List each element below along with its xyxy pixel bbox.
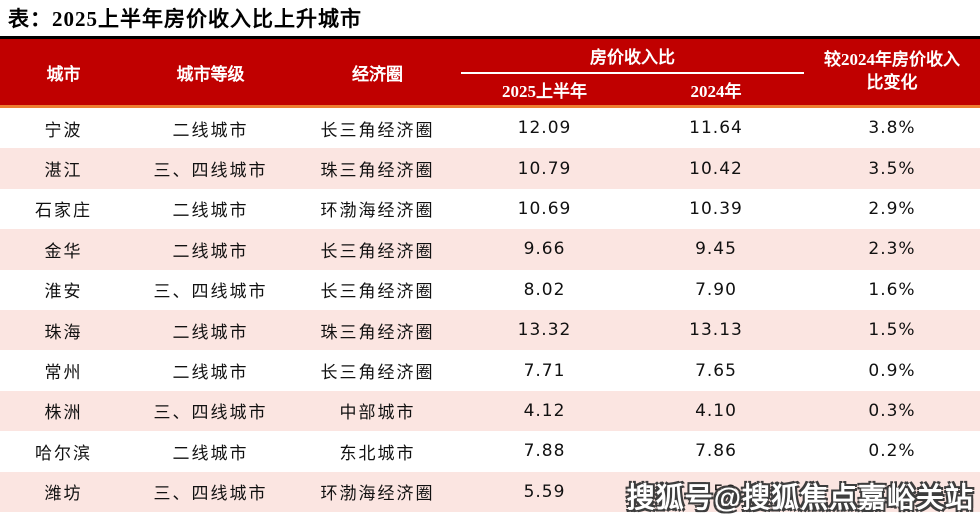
- cell-tier: 三、四线城市: [153, 282, 268, 302]
- cell-ratio-2025h1: 8.02: [523, 279, 566, 300]
- cell-change: 0.2%: [868, 441, 916, 462]
- cell-change: 1.6%: [868, 279, 916, 300]
- cell-circle: 东北城市: [339, 443, 416, 463]
- table-row: 哈尔滨 二线城市 东北城市 7.88 7.86 0.2%: [0, 431, 980, 472]
- cell-city: 金华: [44, 241, 83, 261]
- cell-ratio-2024: 11.64: [689, 118, 743, 139]
- cell-city: 淮安: [44, 282, 83, 302]
- cell-circle: 环渤海经济圈: [320, 484, 435, 504]
- cell-city: 宁波: [44, 120, 83, 140]
- cell-circle: 长三角经济圈: [320, 363, 435, 383]
- header-ratio-group: 房价收入比 2025上半年 2024年: [461, 39, 804, 105]
- cell-tier: 二线城市: [172, 322, 249, 342]
- cell-city: 湛江: [44, 161, 83, 181]
- header-circle: 经济圈: [352, 64, 403, 84]
- cell-ratio-2025h1: 9.66: [523, 239, 566, 260]
- cell-change: 3.8%: [868, 118, 916, 139]
- table-body: 宁波 二线城市 长三角经济圈 12.09 11.64 3.8% 湛江 三、四线城…: [0, 108, 980, 512]
- cell-circle: 中部城市: [339, 403, 416, 423]
- cell-circle: 珠三角经济圈: [320, 322, 435, 342]
- header-2024: 2024年: [690, 82, 742, 101]
- header-change-line1: 较2024年房价收入: [824, 50, 960, 70]
- header-tier: 城市等级: [176, 64, 245, 84]
- cell-change: 0.9%: [868, 360, 916, 381]
- cell-tier: 二线城市: [172, 120, 249, 140]
- cell-ratio-2024: 13.13: [689, 320, 743, 341]
- header-city: 城市: [46, 64, 81, 84]
- sohu-watermark: 搜狐号@搜狐焦点嘉峪关站: [626, 482, 974, 513]
- cell-ratio-2024: 10.42: [689, 158, 743, 179]
- header-change: 较2024年房价收入 比变化: [804, 39, 980, 105]
- cell-ratio-2024: 7.86: [695, 441, 737, 462]
- cell-ratio-2025h1: 4.12: [523, 400, 566, 421]
- cell-ratio-2025h1: 12.09: [517, 118, 572, 139]
- table-row: 宁波 二线城市 长三角经济圈 12.09 11.64 3.8%: [0, 108, 980, 149]
- cell-ratio-2025h1: 5.59: [523, 481, 566, 502]
- cell-tier: 三、四线城市: [153, 161, 268, 181]
- cell-tier: 二线城市: [172, 201, 249, 221]
- cell-change: 0.3%: [868, 400, 916, 421]
- cell-ratio-2024: 7.65: [695, 360, 737, 381]
- cell-circle: 长三角经济圈: [320, 241, 435, 261]
- cell-ratio-2025h1: 7.71: [523, 360, 566, 381]
- cell-change: 2.9%: [868, 198, 916, 219]
- header-2025h1: 2025上半年: [502, 82, 587, 101]
- cell-city: 株洲: [44, 403, 83, 423]
- cell-circle: 长三角经济圈: [320, 120, 435, 140]
- cell-change: 2.3%: [868, 239, 916, 260]
- cell-city: 石家庄: [35, 201, 92, 221]
- cell-city: 珠海: [44, 322, 83, 342]
- cell-ratio-2024: 10.39: [689, 198, 743, 219]
- cell-ratio-2024: 9.45: [695, 239, 737, 260]
- cell-ratio-2025h1: 10.79: [517, 158, 572, 179]
- table-row: 珠海 二线城市 珠三角经济圈 13.32 13.13 1.5%: [0, 309, 980, 351]
- cell-ratio-2025h1: 10.69: [517, 198, 572, 219]
- cell-change: 0.2%: [868, 481, 916, 502]
- cell-ratio-2024: 7.90: [695, 279, 737, 300]
- table-row: 株洲 三、四线城市 中部城市 4.12 4.10 0.3%: [0, 390, 980, 432]
- header-ratio-subrow: 2025上半年 2024年: [461, 74, 804, 105]
- cell-change: 3.5%: [868, 158, 916, 179]
- table-row: 石家庄 二线城市 环渤海经济圈 10.69 10.39 2.9%: [0, 188, 980, 230]
- cell-circle: 环渤海经济圈: [320, 201, 435, 221]
- table-row: 金华 二线城市 长三角经济圈 9.66 9.45 2.3%: [0, 229, 980, 270]
- price-income-table: 城市 城市等级 经济圈 房价收入比 2025上半年 2024年 较2024年房价…: [0, 36, 980, 512]
- cell-tier: 二线城市: [172, 443, 249, 463]
- cell-tier: 二线城市: [172, 241, 249, 261]
- cell-tier: 三、四线城市: [153, 403, 268, 423]
- header-change-line2: 比变化: [866, 73, 918, 92]
- table-row: 湛江 三、四线城市 珠三角经济圈 10.79 10.42 3.5%: [0, 148, 980, 189]
- cell-ratio-2024: 4.10: [695, 400, 737, 421]
- cell-ratio-2024: 5.58: [695, 481, 737, 502]
- cell-city: 潍坊: [44, 484, 83, 504]
- table-header-row: 城市 城市等级 经济圈 房价收入比 2025上半年 2024年 较2024年房价…: [0, 36, 980, 108]
- cell-tier: 三、四线城市: [153, 484, 268, 504]
- cell-ratio-2025h1: 13.32: [517, 320, 572, 341]
- table-row: 常州 二线城市 长三角经济圈 7.71 7.65 0.9%: [0, 350, 980, 391]
- table-row: 潍坊 三、四线城市 环渤海经济圈 5.59 5.58 0.2%: [0, 471, 980, 512]
- cell-city: 常州: [44, 363, 83, 383]
- cell-change: 1.5%: [868, 320, 916, 341]
- table-title: 表：2025上半年房价收入比上升城市: [8, 7, 362, 31]
- cell-circle: 珠三角经济圈: [320, 161, 435, 181]
- table-row: 淮安 三、四线城市 长三角经济圈 8.02 7.90 1.6%: [0, 269, 980, 310]
- cell-city: 哈尔滨: [35, 443, 92, 463]
- cell-tier: 二线城市: [172, 363, 249, 383]
- cell-circle: 长三角经济圈: [320, 282, 435, 302]
- cell-ratio-2025h1: 7.88: [523, 441, 566, 462]
- header-ratio-group-label: 房价收入比: [461, 39, 804, 74]
